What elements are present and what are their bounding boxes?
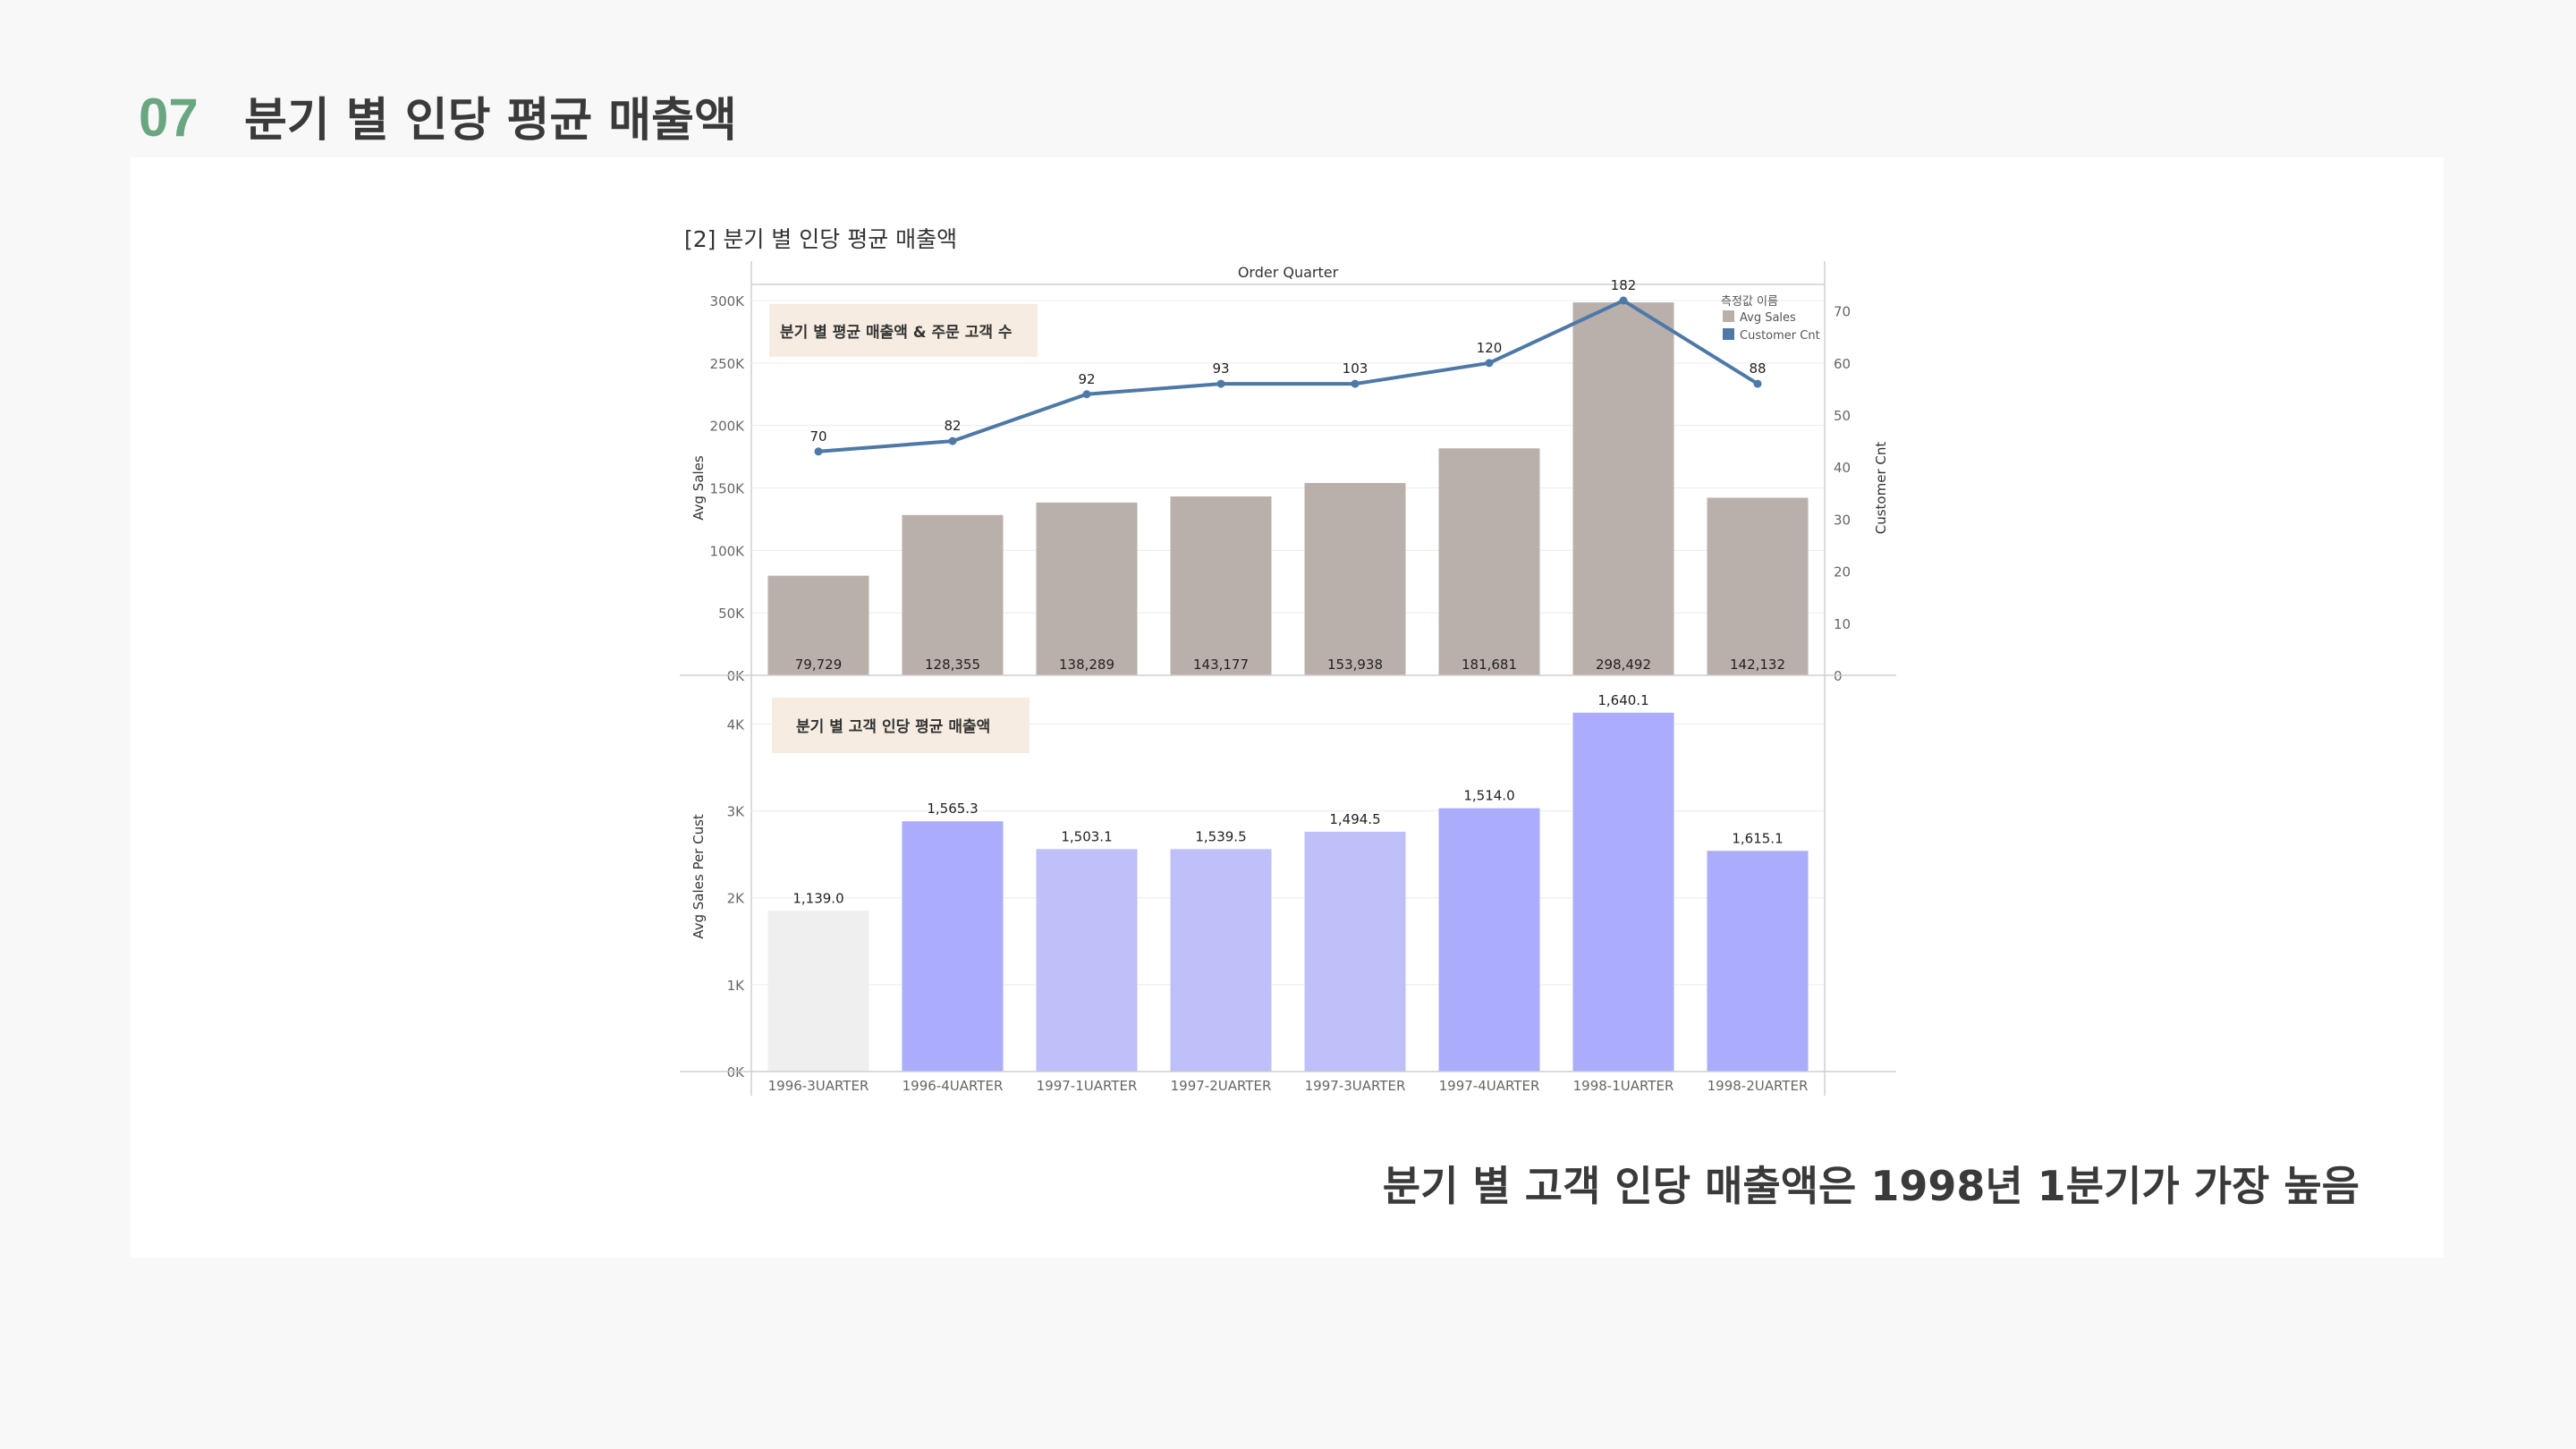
customer-cnt-label: 82 (944, 418, 961, 434)
y-tick-label: 250K (710, 356, 746, 372)
per-cust-label: 1,494.5 (1329, 811, 1380, 827)
per-cust-label: 1,565.3 (927, 801, 978, 817)
customer-cnt-label: 120 (1477, 340, 1503, 356)
customer-cnt-label: 88 (1749, 360, 1766, 377)
legend-label-avg-sales: Avg Sales (1740, 311, 1796, 325)
avg-sales-bar (1170, 496, 1272, 675)
x-tick-label: 1996-4UARTER (902, 1078, 1004, 1094)
per-cust-label: 1,539.5 (1195, 828, 1246, 844)
y2-tick-label: 30 (1834, 512, 1851, 528)
per-cust-label: 1,139.0 (792, 890, 843, 906)
content-panel (131, 157, 2444, 1258)
avg-sales-bar (1036, 502, 1138, 675)
per-cust-bar (1572, 712, 1674, 1072)
avg-sales-bar (1707, 497, 1809, 675)
avg-sales-label: 142,132 (1730, 657, 1785, 673)
per-cust-label: 1,514.0 (1463, 788, 1514, 804)
per-cust-label: 1,615.1 (1732, 830, 1783, 846)
per-cust-bar (1438, 808, 1540, 1072)
y-tick-label: 200K (710, 419, 746, 435)
y2-tick-label: 40 (1834, 460, 1851, 476)
customer-cnt-line (818, 298, 1759, 453)
avg-sales-label: 181,681 (1462, 657, 1517, 673)
top-callout-title: 분기 별 평균 매출액 & 주문 고객 수 (780, 324, 1013, 342)
avg-sales-label: 298,492 (1596, 657, 1651, 673)
y2-axis-label: Customer Cnt (1873, 442, 1889, 535)
per-cust-bar (1170, 849, 1272, 1072)
x-tick-label: 1998-2UARTER (1707, 1078, 1809, 1094)
customer-cnt-label: 103 (1343, 360, 1368, 377)
per-cust-label: 1,640.1 (1597, 692, 1648, 708)
per-cust-bar (902, 821, 1004, 1072)
customer-cnt-point (1082, 390, 1091, 399)
legend-title: 측정값 이름 (1721, 295, 1778, 309)
bottom-callout-box (772, 698, 1030, 753)
avg-sales-bar (1438, 448, 1540, 675)
y-tick-label: 150K (710, 481, 746, 497)
x-tick-label: 1997-1UARTER (1037, 1078, 1138, 1094)
customer-cnt-label: 70 (809, 428, 826, 445)
customer-cnt-label: 182 (1611, 277, 1637, 293)
x-tick-label: 1996-3UARTER (768, 1078, 869, 1094)
avg-sales-label: 79,729 (795, 657, 843, 673)
y2-tick-label: 60 (1834, 356, 1851, 372)
legend-label-customer-cnt: Customer Cnt (1740, 329, 1820, 343)
customer-cnt-point (1216, 379, 1225, 388)
per-cust-bar (767, 911, 869, 1072)
avg-sales-bar (767, 575, 869, 675)
avg-sales-label: 153,938 (1327, 657, 1383, 673)
y2-tick-label: 20 (1834, 564, 1851, 580)
bottom-callout-title: 분기 별 고객 인당 평균 매출액 (796, 718, 990, 736)
column-header: Order Quarter (1238, 264, 1339, 281)
x-tick-label: 1997-4UARTER (1439, 1078, 1540, 1094)
slide-number: 07 (139, 88, 199, 148)
top-callout-box (769, 304, 1038, 357)
legend-swatch-customer-cnt (1723, 328, 1734, 340)
avg-sales-label: 138,289 (1059, 657, 1114, 673)
x-tick-label: 1997-3UARTER (1305, 1078, 1406, 1094)
per-cust-bar (1707, 851, 1809, 1072)
y-axis-label: Avg Sales Per Cust (691, 814, 707, 939)
y-tick-label: 0K (727, 668, 746, 684)
y-tick-label: 1K (727, 978, 746, 994)
customer-cnt-point (1351, 379, 1360, 388)
y2-tick-label: 50 (1834, 408, 1851, 424)
y2-tick-label: 0 (1834, 668, 1843, 684)
customer-cnt-point (1619, 296, 1628, 305)
per-cust-label: 1,503.1 (1061, 828, 1112, 844)
customer-cnt-point (1753, 379, 1762, 388)
customer-cnt-point (814, 447, 823, 456)
y-tick-label: 0K (727, 1064, 746, 1080)
per-cust-bar (1304, 831, 1406, 1072)
y-tick-label: 3K (727, 804, 746, 820)
y-axis-label: Avg Sales (691, 455, 707, 521)
legend-swatch-avg-sales (1723, 310, 1734, 322)
y-tick-label: 4K (727, 716, 746, 733)
avg-sales-bar (902, 514, 1004, 675)
y-tick-label: 50K (718, 606, 745, 622)
x-tick-label: 1997-2UARTER (1171, 1078, 1272, 1094)
avg-sales-label: 128,355 (925, 657, 980, 673)
y2-tick-label: 10 (1834, 616, 1851, 632)
y-tick-label: 300K (710, 293, 746, 309)
slide-header: 07 분기 별 인당 평균 매출액 (139, 82, 737, 149)
avg-sales-bar (1572, 302, 1674, 675)
y-tick-label: 100K (710, 543, 746, 559)
dashboard-title: [2] 분기 별 인당 평균 매출액 (684, 226, 958, 252)
customer-cnt-point (948, 436, 957, 445)
y2-tick-label: 70 (1834, 304, 1851, 320)
avg-sales-bar (1304, 482, 1406, 675)
x-tick-label: 1998-1UARTER (1573, 1078, 1674, 1094)
customer-cnt-label: 92 (1078, 371, 1095, 387)
per-cust-bar (1036, 849, 1138, 1072)
y-tick-label: 2K (727, 891, 746, 907)
slide-title: 분기 별 인당 평균 매출액 (244, 94, 737, 148)
customer-cnt-label: 93 (1212, 360, 1229, 377)
customer-cnt-point (1485, 359, 1494, 368)
conclusion-text: 분기 별 고객 인당 매출액은 1998년 1분기가 가장 높음 (1382, 1162, 2360, 1210)
avg-sales-label: 143,177 (1193, 657, 1249, 673)
